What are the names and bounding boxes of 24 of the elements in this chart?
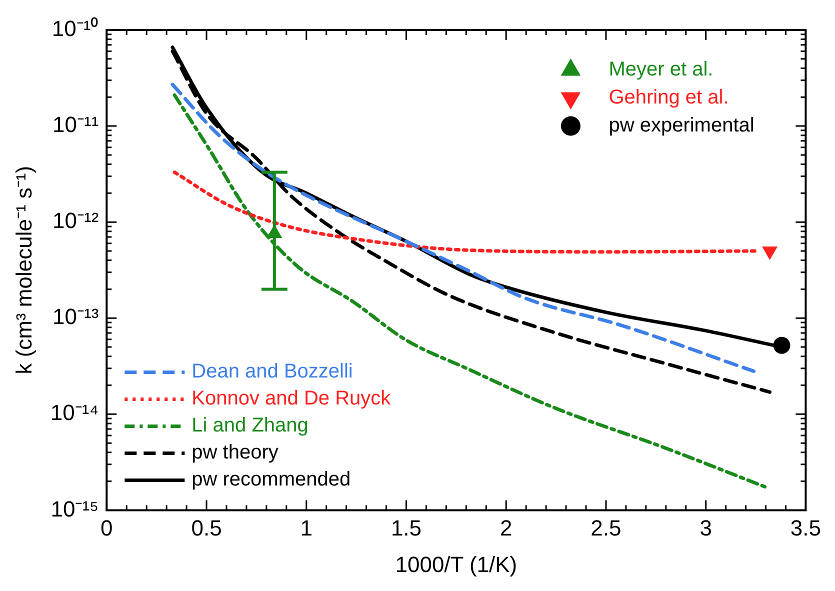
x-tick-label: 0.5: [191, 515, 222, 540]
y-tick-label: 10⁻¹⁰: [52, 16, 99, 42]
legend-label: pw recommended: [192, 468, 351, 491]
x-tick-label: 2: [500, 515, 512, 540]
legend-label: Gehring et al.: [608, 86, 729, 109]
x-axis-title: 1000/T (1/K): [395, 552, 518, 577]
y-tick-label: 10⁻¹⁵: [50, 496, 99, 522]
legend-label: pw theory: [192, 442, 278, 464]
x-tick-label: 2.5: [590, 515, 622, 540]
legend-label: Konnov and De Ruyck: [192, 388, 392, 410]
legend-label: Meyer et al.: [608, 58, 714, 81]
legend-label: Dean and Bozzelli: [192, 360, 353, 383]
legend-label: Li and Zhang: [192, 414, 308, 437]
legend-label: pw experimental: [608, 114, 754, 137]
y-tick-label: 10⁻¹³: [52, 304, 99, 330]
x-tick-label: 3.5: [790, 515, 822, 540]
y-tick-label: 10⁻¹²: [52, 208, 99, 234]
y-tick-label: 10⁻¹⁴: [50, 400, 99, 426]
x-tick-label: 1.5: [390, 515, 422, 540]
x-tick-label: 3: [700, 515, 712, 540]
y-tick-label: 10⁻¹¹: [52, 112, 99, 138]
x-tick-label: 0: [100, 515, 113, 540]
x-tick-label: 1: [300, 515, 313, 540]
y-axis-title: k (cm³ molecule⁻¹ s⁻¹): [11, 166, 36, 374]
